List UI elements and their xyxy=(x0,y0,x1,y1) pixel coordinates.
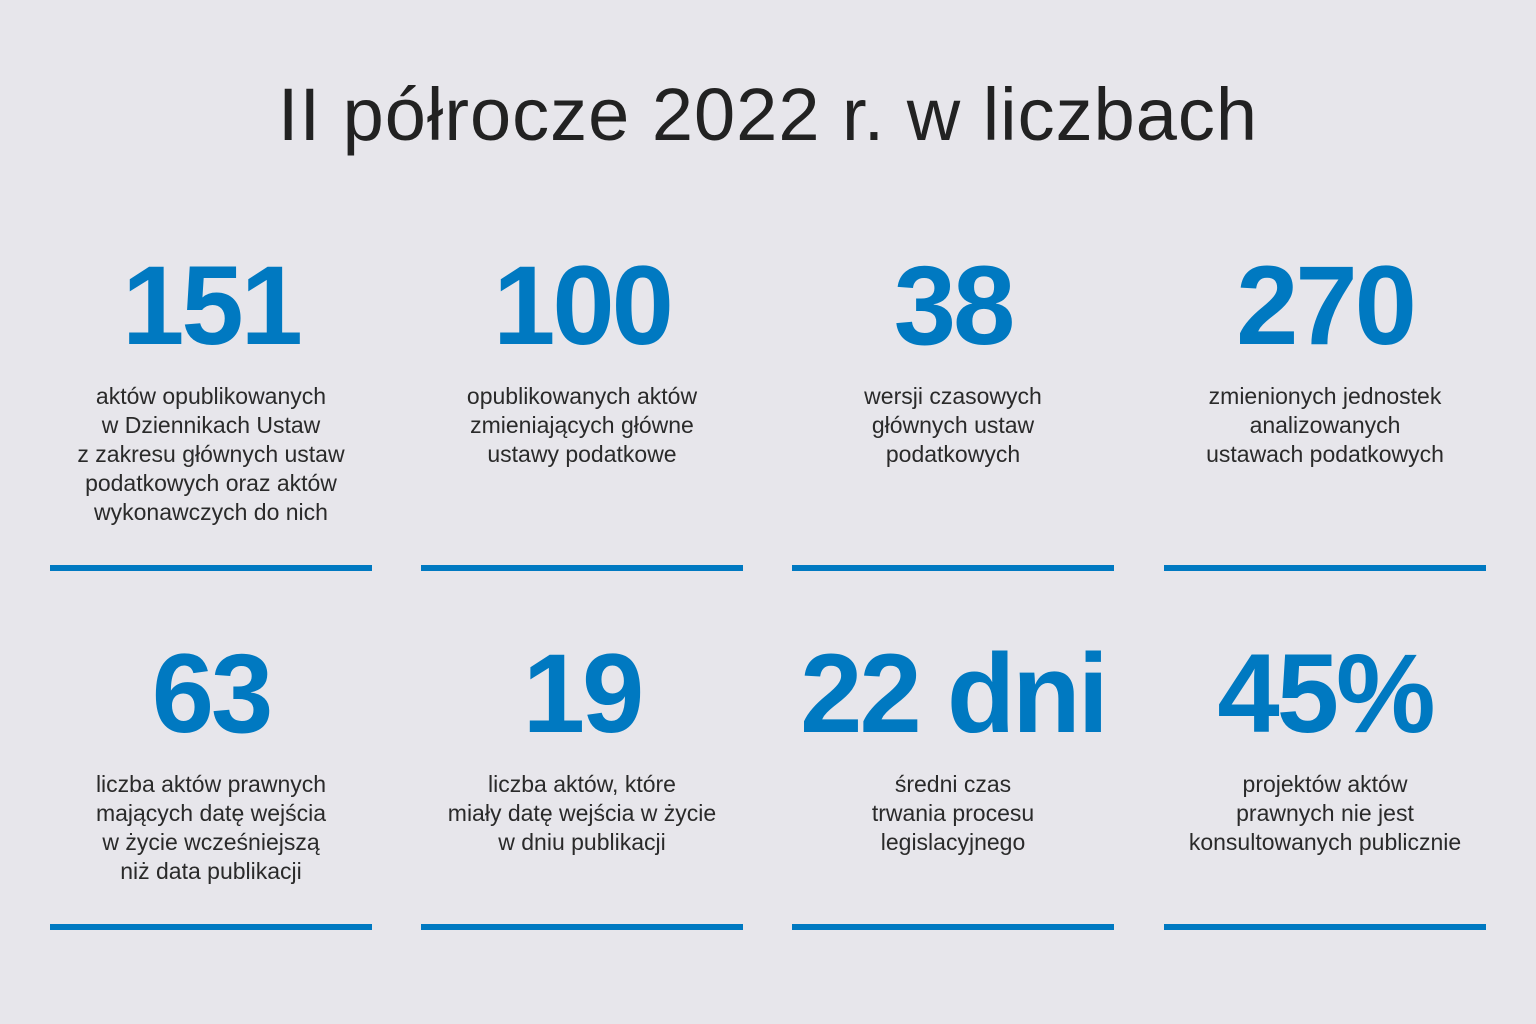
stat-description: liczba aktów, które miały datę wejścia w… xyxy=(447,771,717,855)
stat-card: 45% projektów aktów prawnych nie jest kon… xyxy=(1115,638,1535,857)
divider-line xyxy=(421,565,743,571)
stat-description: wersji czasowych głównych ustaw podatkow… xyxy=(864,383,1042,467)
stat-card: 270 zmienionych jednostek analizowanych u… xyxy=(1115,250,1535,469)
stat-value: 45% xyxy=(1217,631,1435,756)
divider-line xyxy=(792,565,1114,571)
stat-value: 151 xyxy=(122,243,303,368)
stat-description: aktów opublikowanych w Dziennikach Ustaw… xyxy=(77,383,345,525)
stat-value: 19 xyxy=(522,631,645,756)
divider-line xyxy=(1164,565,1486,571)
stat-value: 100 xyxy=(493,243,674,368)
stat-description: liczba aktów prawnych mających datę wejś… xyxy=(95,771,327,884)
divider-line xyxy=(50,565,372,571)
stat-card: 22 dni średni czas trwania procesu legisl… xyxy=(743,638,1163,857)
divider-line xyxy=(792,924,1114,930)
stat-description: zmienionych jednostek analizowanych usta… xyxy=(1206,383,1444,467)
stat-value: 270 xyxy=(1236,243,1417,368)
stat-description: średni czas trwania procesu legislacyjne… xyxy=(871,771,1035,855)
stat-card: 38 wersji czasowych głównych ustaw podatk… xyxy=(743,250,1163,469)
stat-card: 151 aktów opublikowanych w Dziennikach Us… xyxy=(1,250,421,527)
stat-value: 22 dni xyxy=(800,631,1109,756)
stat-value: 63 xyxy=(151,631,274,756)
page-title: II półrocze 2022 r. w liczbach xyxy=(277,73,1259,156)
stat-card: 19 liczba aktów, które miały datę wejścia… xyxy=(372,638,792,857)
stat-card: 100 opublikowanych aktów zmieniających gł… xyxy=(372,250,792,469)
divider-line xyxy=(50,924,372,930)
divider-line xyxy=(421,924,743,930)
stat-description: projektów aktów prawnych nie jest konsul… xyxy=(1188,771,1462,855)
stat-card: 63 liczba aktów prawnych mających datę we… xyxy=(1,638,421,886)
stat-value: 38 xyxy=(893,243,1016,368)
divider-line xyxy=(1164,924,1486,930)
stat-description: opublikowanych aktów zmieniających główn… xyxy=(466,383,698,467)
